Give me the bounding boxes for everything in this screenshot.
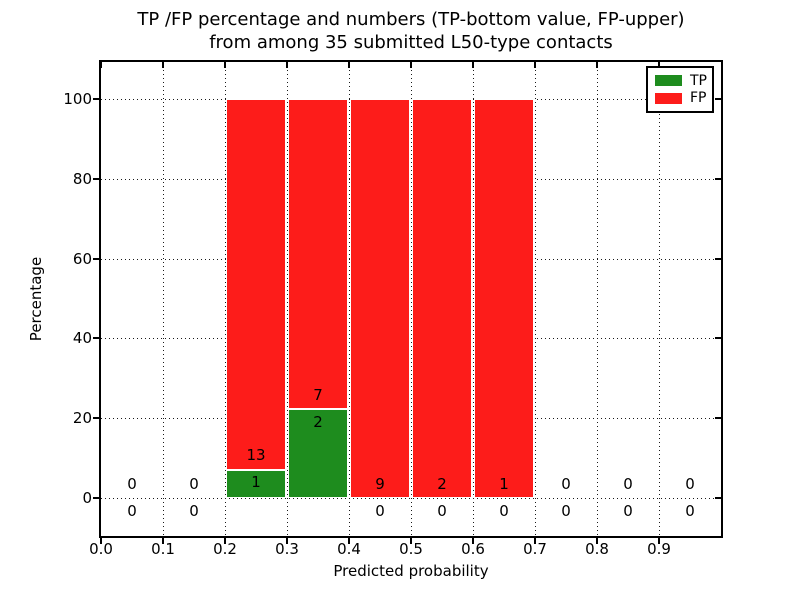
x-tick-mark-top (224, 62, 226, 68)
y-tick-mark-right (715, 257, 721, 260)
fp-count-label: 0 (623, 474, 633, 493)
x-tick-mark (410, 538, 412, 544)
x-tick-label: 0.0 (89, 540, 113, 558)
tp-color-swatch (655, 75, 682, 87)
y-tick-label: 20 (72, 409, 92, 428)
x-tick-label: 0.6 (461, 540, 485, 558)
x-tick-mark-top (162, 62, 164, 68)
y-tick-mark-right (715, 497, 721, 499)
v-gridline (535, 62, 536, 536)
fp-bar (350, 99, 410, 498)
x-tick-label: 0.5 (399, 540, 423, 558)
tp-bar (288, 409, 348, 498)
x-tick-mark-top (596, 62, 598, 68)
x-tick-mark (472, 538, 474, 544)
x-tick-mark-top (472, 62, 474, 68)
v-gridline (659, 62, 660, 536)
x-tick-label: 0.4 (337, 540, 361, 558)
x-tick-label: 0.2 (213, 540, 237, 558)
x-tick-mark (348, 538, 350, 544)
fp-bar (226, 99, 286, 470)
chart-title-line-1: TP /FP percentage and numbers (TP-bottom… (137, 9, 685, 30)
y-tick-mark (93, 98, 99, 100)
x-tick-mark (596, 538, 598, 544)
chart-title-line-2: from among 35 submitted L50-type contact… (209, 32, 613, 53)
y-axis-label: Percentage (27, 256, 45, 342)
legend-entry-fp: FP (655, 90, 707, 107)
x-tick-mark (658, 538, 660, 544)
tp-count-label: 0 (685, 501, 695, 520)
y-tick-mark (93, 177, 99, 180)
tp-count-label: 0 (437, 501, 447, 520)
tp-count-label: 0 (127, 501, 137, 520)
fp-count-label: 13 (246, 446, 266, 464)
v-gridline (225, 62, 226, 536)
legend-label-fp: FP (690, 90, 707, 107)
v-gridline (411, 62, 412, 536)
fp-color-swatch (655, 92, 682, 104)
x-tick-label: 0.9 (647, 540, 671, 558)
legend-label-tp: TP (690, 72, 707, 89)
fp-count-label: 0 (685, 474, 695, 493)
v-gridline (287, 62, 288, 536)
tp-bar (226, 469, 286, 498)
x-tick-mark-top (100, 62, 102, 68)
x-tick-mark-top (658, 62, 660, 68)
fp-count-label: 0 (127, 474, 137, 493)
y-tick-mark-right (715, 337, 721, 340)
x-tick-mark (100, 538, 102, 544)
tp-count-label: 0 (561, 501, 571, 520)
x-tick-mark-top (410, 62, 412, 68)
plot-area: 0 0 0 0 13 1 7 2 9 0 2 0 1 0 0 0 0 0 0 0 (93, 60, 723, 544)
y-tick-mark (93, 497, 99, 499)
y-tick-mark (93, 257, 99, 260)
y-tick-label: 80 (72, 169, 92, 188)
chart-title: TP /FP percentage and numbers (TP-bottom… (101, 8, 721, 54)
x-tick-mark-top (348, 62, 350, 68)
y-tick-mark-right (715, 177, 721, 180)
v-gridline (597, 62, 598, 536)
x-tick-label: 0.3 (275, 540, 299, 558)
y-tick-mark-right (715, 98, 721, 100)
fp-bar (412, 99, 472, 498)
fp-count-label: 0 (189, 474, 199, 493)
tp-count-label: 0 (189, 501, 199, 520)
fp-count-label: 1 (499, 474, 509, 493)
v-gridline (349, 62, 350, 536)
tp-count-label: 1 (251, 473, 261, 491)
fp-count-label: 9 (375, 474, 385, 493)
legend: TP FP (646, 66, 714, 113)
y-tick-mark (93, 417, 99, 420)
x-tick-label: 0.7 (523, 540, 547, 558)
x-tick-mark-top (286, 62, 288, 68)
x-tick-mark (224, 538, 226, 544)
fp-count-label: 0 (561, 474, 571, 493)
x-tick-mark (534, 538, 536, 544)
y-tick-mark (93, 337, 99, 340)
fp-count-label: 7 (313, 385, 323, 404)
x-tick-mark (162, 538, 164, 544)
legend-entry-tp: TP (655, 72, 707, 89)
y-tick-label: 60 (72, 249, 92, 268)
y-tick-mark-right (715, 417, 721, 420)
y-tick-label: 0 (82, 489, 92, 507)
tp-count-label: 0 (623, 501, 633, 520)
x-tick-mark (286, 538, 288, 544)
x-tick-label: 0.8 (585, 540, 609, 558)
tp-count-label: 2 (313, 412, 323, 431)
tp-count-label: 0 (499, 501, 509, 520)
v-gridline (473, 62, 474, 536)
v-gridline (163, 62, 164, 536)
y-tick-label: 40 (72, 329, 92, 348)
x-tick-mark-top (534, 62, 536, 68)
x-axis-label: Predicted probability (333, 562, 489, 580)
tp-count-label: 0 (375, 501, 385, 520)
fp-count-label: 2 (437, 474, 447, 493)
fp-bar (288, 99, 348, 410)
x-tick-label: 0.1 (151, 540, 175, 558)
fp-bar (474, 99, 534, 498)
y-tick-label: 100 (63, 90, 92, 108)
